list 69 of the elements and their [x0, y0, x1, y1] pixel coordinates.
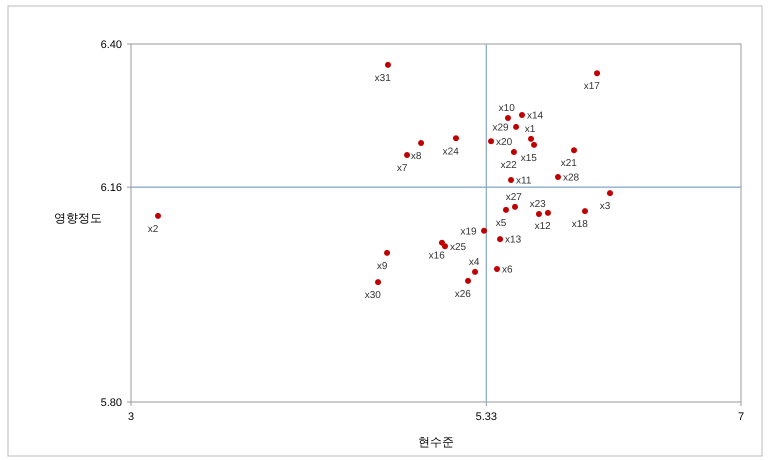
point — [512, 204, 518, 210]
annotation: x3 — [600, 201, 611, 212]
point — [528, 136, 534, 142]
x-tick-label: 5.33 — [476, 411, 498, 423]
point — [504, 114, 511, 121]
point — [465, 278, 472, 284]
annotation: x6 — [502, 264, 513, 276]
y-tick-label: 6.40 — [100, 39, 122, 51]
annotation: x23 — [530, 199, 546, 210]
annotation: x20 — [496, 136, 513, 148]
annotation: x19 — [460, 226, 477, 238]
point — [508, 177, 514, 184]
point — [452, 135, 459, 142]
x-tick-label: 7 — [738, 411, 744, 423]
annotation: x7 — [396, 162, 408, 174]
point — [519, 112, 526, 118]
x-axis-title: 현수준 — [418, 435, 454, 449]
point — [494, 266, 500, 272]
point — [536, 211, 542, 218]
annotation: x25 — [450, 242, 467, 253]
annotation: x29 — [492, 122, 510, 134]
annotation: x4 — [468, 256, 480, 268]
annotation: x27 — [506, 192, 522, 203]
point — [418, 140, 424, 146]
annotation: x22 — [500, 160, 518, 171]
annotation: x1 — [524, 124, 536, 135]
point — [154, 212, 161, 219]
y-axis-title: 영향정도 — [54, 211, 102, 226]
point — [544, 210, 551, 216]
point — [607, 190, 614, 196]
annotation: x17 — [584, 81, 600, 92]
annotation: x30 — [364, 290, 382, 302]
point — [404, 152, 410, 158]
annotation: x26 — [454, 288, 472, 300]
point — [442, 243, 448, 250]
point — [384, 62, 391, 68]
point — [510, 149, 517, 155]
annotation: x14 — [527, 110, 544, 122]
point — [531, 142, 538, 148]
point — [555, 174, 561, 180]
point — [582, 208, 588, 214]
annotation: x18 — [572, 219, 588, 230]
annotation: x16 — [428, 250, 446, 262]
point — [594, 70, 600, 76]
annotation: x8 — [410, 151, 422, 162]
annotation: x2 — [148, 224, 159, 235]
annotation: x13 — [505, 234, 522, 246]
y-tick-label: 5.80 — [100, 397, 122, 409]
annotation: x15 — [520, 152, 538, 164]
point — [384, 250, 390, 256]
annotation: x21 — [560, 158, 578, 170]
point — [502, 206, 509, 213]
point — [497, 236, 504, 242]
point — [481, 228, 488, 234]
point — [472, 268, 478, 275]
annotation: x12 — [534, 220, 552, 232]
annotation: x28 — [563, 172, 580, 184]
annotation: x11 — [516, 176, 532, 187]
annotation: x5 — [496, 218, 507, 229]
point — [513, 124, 520, 130]
y-tick-label: 6.16 — [100, 182, 122, 194]
point — [375, 279, 382, 286]
point — [488, 138, 494, 144]
annotation: x9 — [376, 260, 388, 272]
annotation: x24 — [442, 146, 460, 158]
point — [571, 147, 578, 154]
annotation: x31 — [374, 72, 392, 84]
annotation: x10 — [498, 102, 516, 114]
x-tick-label: 3 — [128, 411, 134, 423]
